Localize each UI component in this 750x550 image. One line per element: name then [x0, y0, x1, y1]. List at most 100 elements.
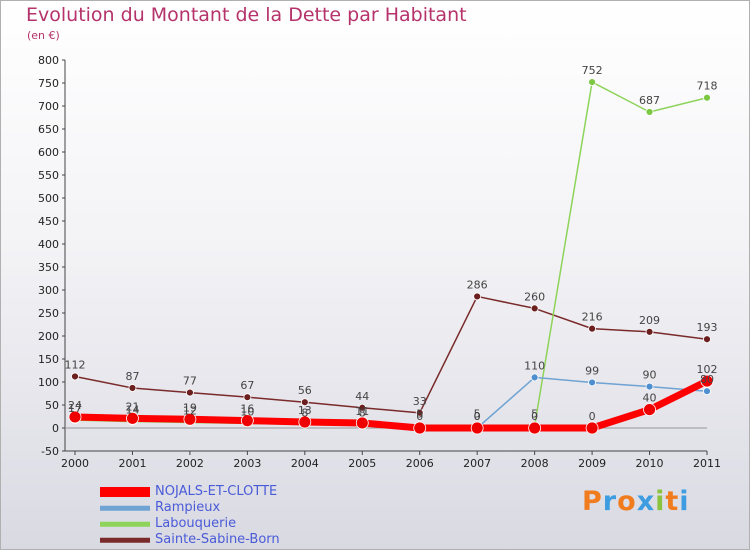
logo-letter: r [602, 486, 618, 517]
data-point-rampieux [530, 373, 539, 382]
y-tick-label: 700 [38, 100, 59, 113]
data-label-sainte-sabine-born: 112 [65, 358, 86, 371]
data-label-labouquerie: 5 [416, 408, 423, 421]
data-point-nojals-et-clotte [643, 403, 656, 417]
data-label-nojals-et-clotte: 0 [474, 410, 481, 423]
y-tick-label: 550 [38, 169, 59, 182]
data-point-nojals-et-clotte [183, 412, 197, 426]
data-point-sainte-sabine-born [186, 388, 194, 397]
data-label-labouquerie: 687 [639, 94, 660, 107]
data-label-labouquerie: 10 [240, 405, 254, 418]
data-label-rampieux: 0 [474, 410, 481, 423]
y-tick-label: 650 [38, 123, 59, 136]
x-tick-label: 2005 [348, 457, 376, 470]
data-label-sainte-sabine-born: 44 [355, 390, 369, 403]
legend-swatch [100, 505, 150, 511]
y-tick-label: 750 [38, 77, 59, 90]
legend-label: Rampieux [155, 500, 221, 515]
data-label-nojals-et-clotte: 21 [125, 400, 139, 413]
x-tick-label: 2002 [176, 457, 204, 470]
x-tick-label: 2009 [578, 457, 606, 470]
y-tick-label: 50 [45, 399, 59, 412]
data-label-nojals-et-clotte: 19 [183, 401, 197, 414]
logo-letter: t [665, 486, 680, 517]
data-label-nojals-et-clotte: 0 [531, 410, 538, 423]
logo-letter: i [679, 486, 690, 517]
data-label-sainte-sabine-born: 67 [240, 379, 254, 392]
data-label-nojals-et-clotte: 0 [416, 410, 423, 423]
legend-item-labouquerie: Labouquerie [100, 516, 360, 532]
data-label-labouquerie: 5 [474, 408, 481, 421]
y-tick-label: 350 [38, 261, 59, 274]
data-point-nojals-et-clotte [298, 415, 312, 429]
legend-item-rampieux: Rampieux [100, 500, 360, 516]
data-point-nojals-et-clotte [700, 374, 714, 388]
data-label-labouquerie: 17 [68, 402, 82, 415]
y-tick-label: 250 [38, 307, 59, 320]
data-label-nojals-et-clotte: 102 [697, 363, 718, 376]
data-point-rampieux [703, 387, 711, 396]
legend-label: Sainte-Sabine-Born [155, 532, 280, 547]
x-tick-label: 2001 [118, 457, 146, 470]
y-tick-label: 300 [38, 284, 59, 297]
data-label-labouquerie: 12 [183, 404, 197, 417]
data-label-sainte-sabine-born: 286 [467, 278, 488, 291]
data-point-labouquerie [588, 78, 596, 86]
data-label-sainte-sabine-born: 87 [125, 370, 139, 383]
y-tick-label: -50 [41, 445, 59, 458]
data-label-labouquerie: 14 [125, 404, 139, 417]
legend-swatch [100, 537, 150, 543]
chart-title: Evolution du Montant de la Dette par Hab… [26, 4, 467, 26]
data-label-nojals-et-clotte: 13 [298, 404, 312, 417]
data-point-sainte-sabine-born [645, 327, 654, 336]
x-tick-label: 2003 [233, 457, 261, 470]
data-label-labouquerie: 8 [301, 406, 308, 419]
data-point-nojals-et-clotte [68, 410, 82, 424]
data-point-sainte-sabine-born [300, 398, 309, 407]
data-point-sainte-sabine-born [473, 292, 482, 301]
data-point-rampieux [588, 378, 596, 387]
data-point-sainte-sabine-born [415, 408, 424, 417]
data-label-nojals-et-clotte: 0 [589, 410, 596, 423]
data-label-sainte-sabine-born: 209 [639, 314, 660, 327]
logo-letter: o [617, 486, 637, 517]
y-tick-label: 100 [38, 376, 59, 389]
data-label-sainte-sabine-born: 193 [697, 321, 718, 334]
data-label-rampieux: 80 [700, 373, 714, 386]
data-point-labouquerie [703, 93, 711, 102]
legend-item-sainte-sabine-born: Sainte-Sabine-Born [100, 532, 360, 548]
x-tick-label: 2004 [291, 457, 319, 470]
data-point-rampieux [645, 382, 654, 391]
y-tick-label: 500 [38, 192, 59, 205]
series-line-nojals-et-clotte [74, 377, 709, 432]
series-line-labouquerie [74, 81, 708, 427]
y-tick-label: 150 [38, 353, 59, 366]
logo-letter: P [582, 486, 603, 517]
data-label-sainte-sabine-born: 260 [524, 290, 545, 303]
data-label-rampieux: 99 [585, 364, 599, 377]
data-point-nojals-et-clotte [585, 421, 599, 435]
y-tick-label: 200 [38, 330, 59, 343]
data-point-sainte-sabine-born [243, 393, 252, 402]
legend-item-nojals-et-clotte: NOJALS-ET-CLOTTE [100, 484, 360, 500]
data-point-sainte-sabine-born [128, 384, 137, 392]
legend-label: NOJALS-ET-CLOTTE [155, 484, 278, 499]
logo-letter: x [636, 486, 656, 517]
data-label-nojals-et-clotte: 24 [68, 399, 82, 412]
data-point-nojals-et-clotte [413, 421, 427, 435]
legend-swatch [100, 487, 150, 497]
data-label-rampieux: 90 [643, 369, 657, 382]
data-label-labouquerie: 752 [582, 64, 603, 77]
data-point-nojals-et-clotte [126, 411, 139, 425]
x-tick-label: 2011 [693, 457, 721, 470]
chart-subtitle: (en €) [27, 29, 60, 42]
data-label-nojals-et-clotte: 11 [355, 405, 369, 418]
data-point-sainte-sabine-born [588, 324, 596, 333]
data-point-sainte-sabine-born [703, 335, 711, 344]
data-label-nojals-et-clotte: 40 [643, 392, 657, 405]
data-label-nojals-et-clotte: 16 [240, 403, 254, 416]
legend-swatch [100, 521, 150, 527]
x-tick-label: 2008 [521, 457, 549, 470]
